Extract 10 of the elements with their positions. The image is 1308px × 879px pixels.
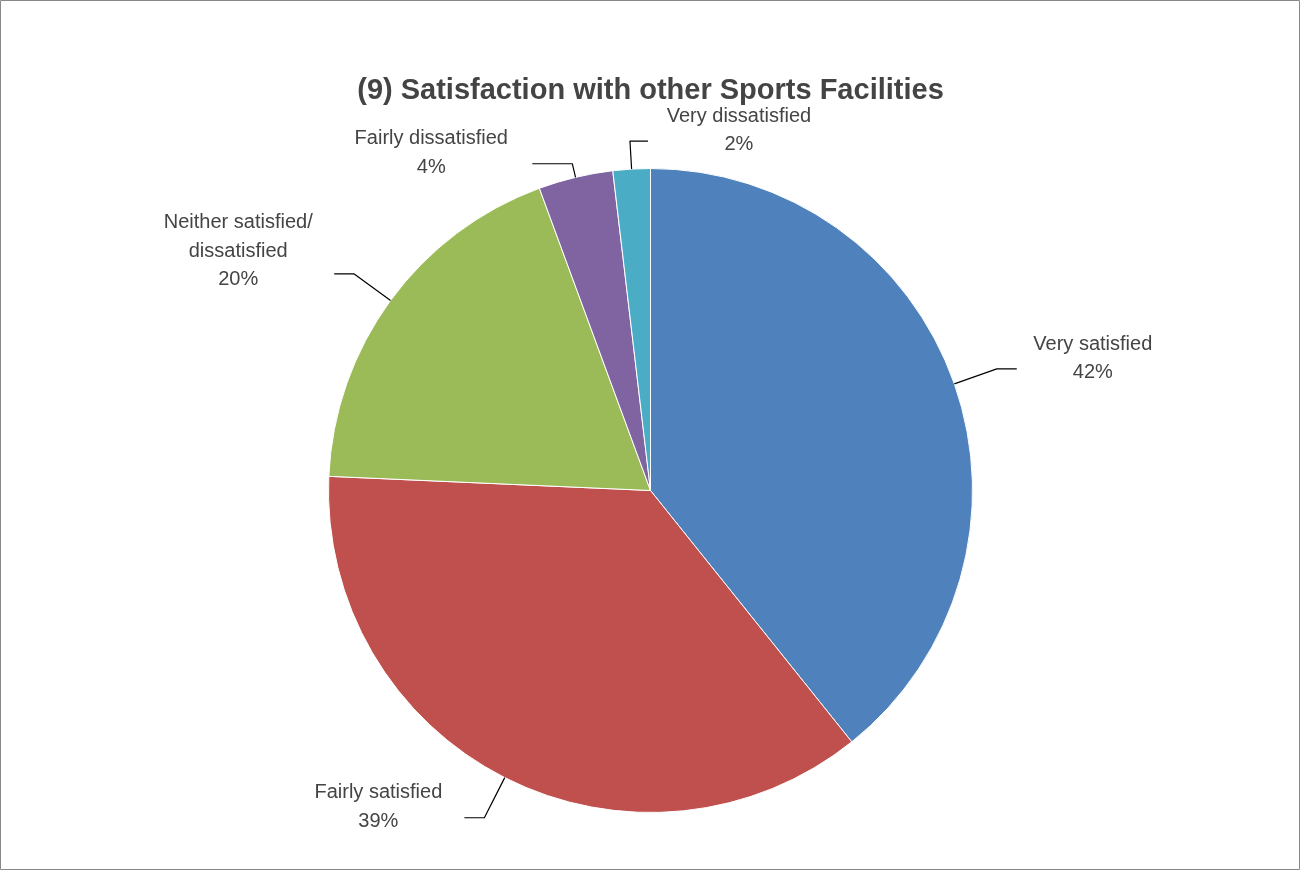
data-label: 39% xyxy=(358,809,399,832)
slice-label: Very satisfied xyxy=(1033,331,1153,354)
data-label: 42% xyxy=(1072,360,1114,383)
slice-label: Fairly dissatisfied xyxy=(354,126,508,149)
slice-label: Fairly satisfied xyxy=(314,780,443,803)
chart-title: (9) Satisfaction with other Sports Facilities xyxy=(357,72,944,105)
data-label: 4% xyxy=(416,155,446,178)
slice-label: Neither satisfied/ dissatisfied xyxy=(163,210,314,261)
data-label: 2% xyxy=(724,132,754,155)
data-label: 20% xyxy=(218,267,259,290)
